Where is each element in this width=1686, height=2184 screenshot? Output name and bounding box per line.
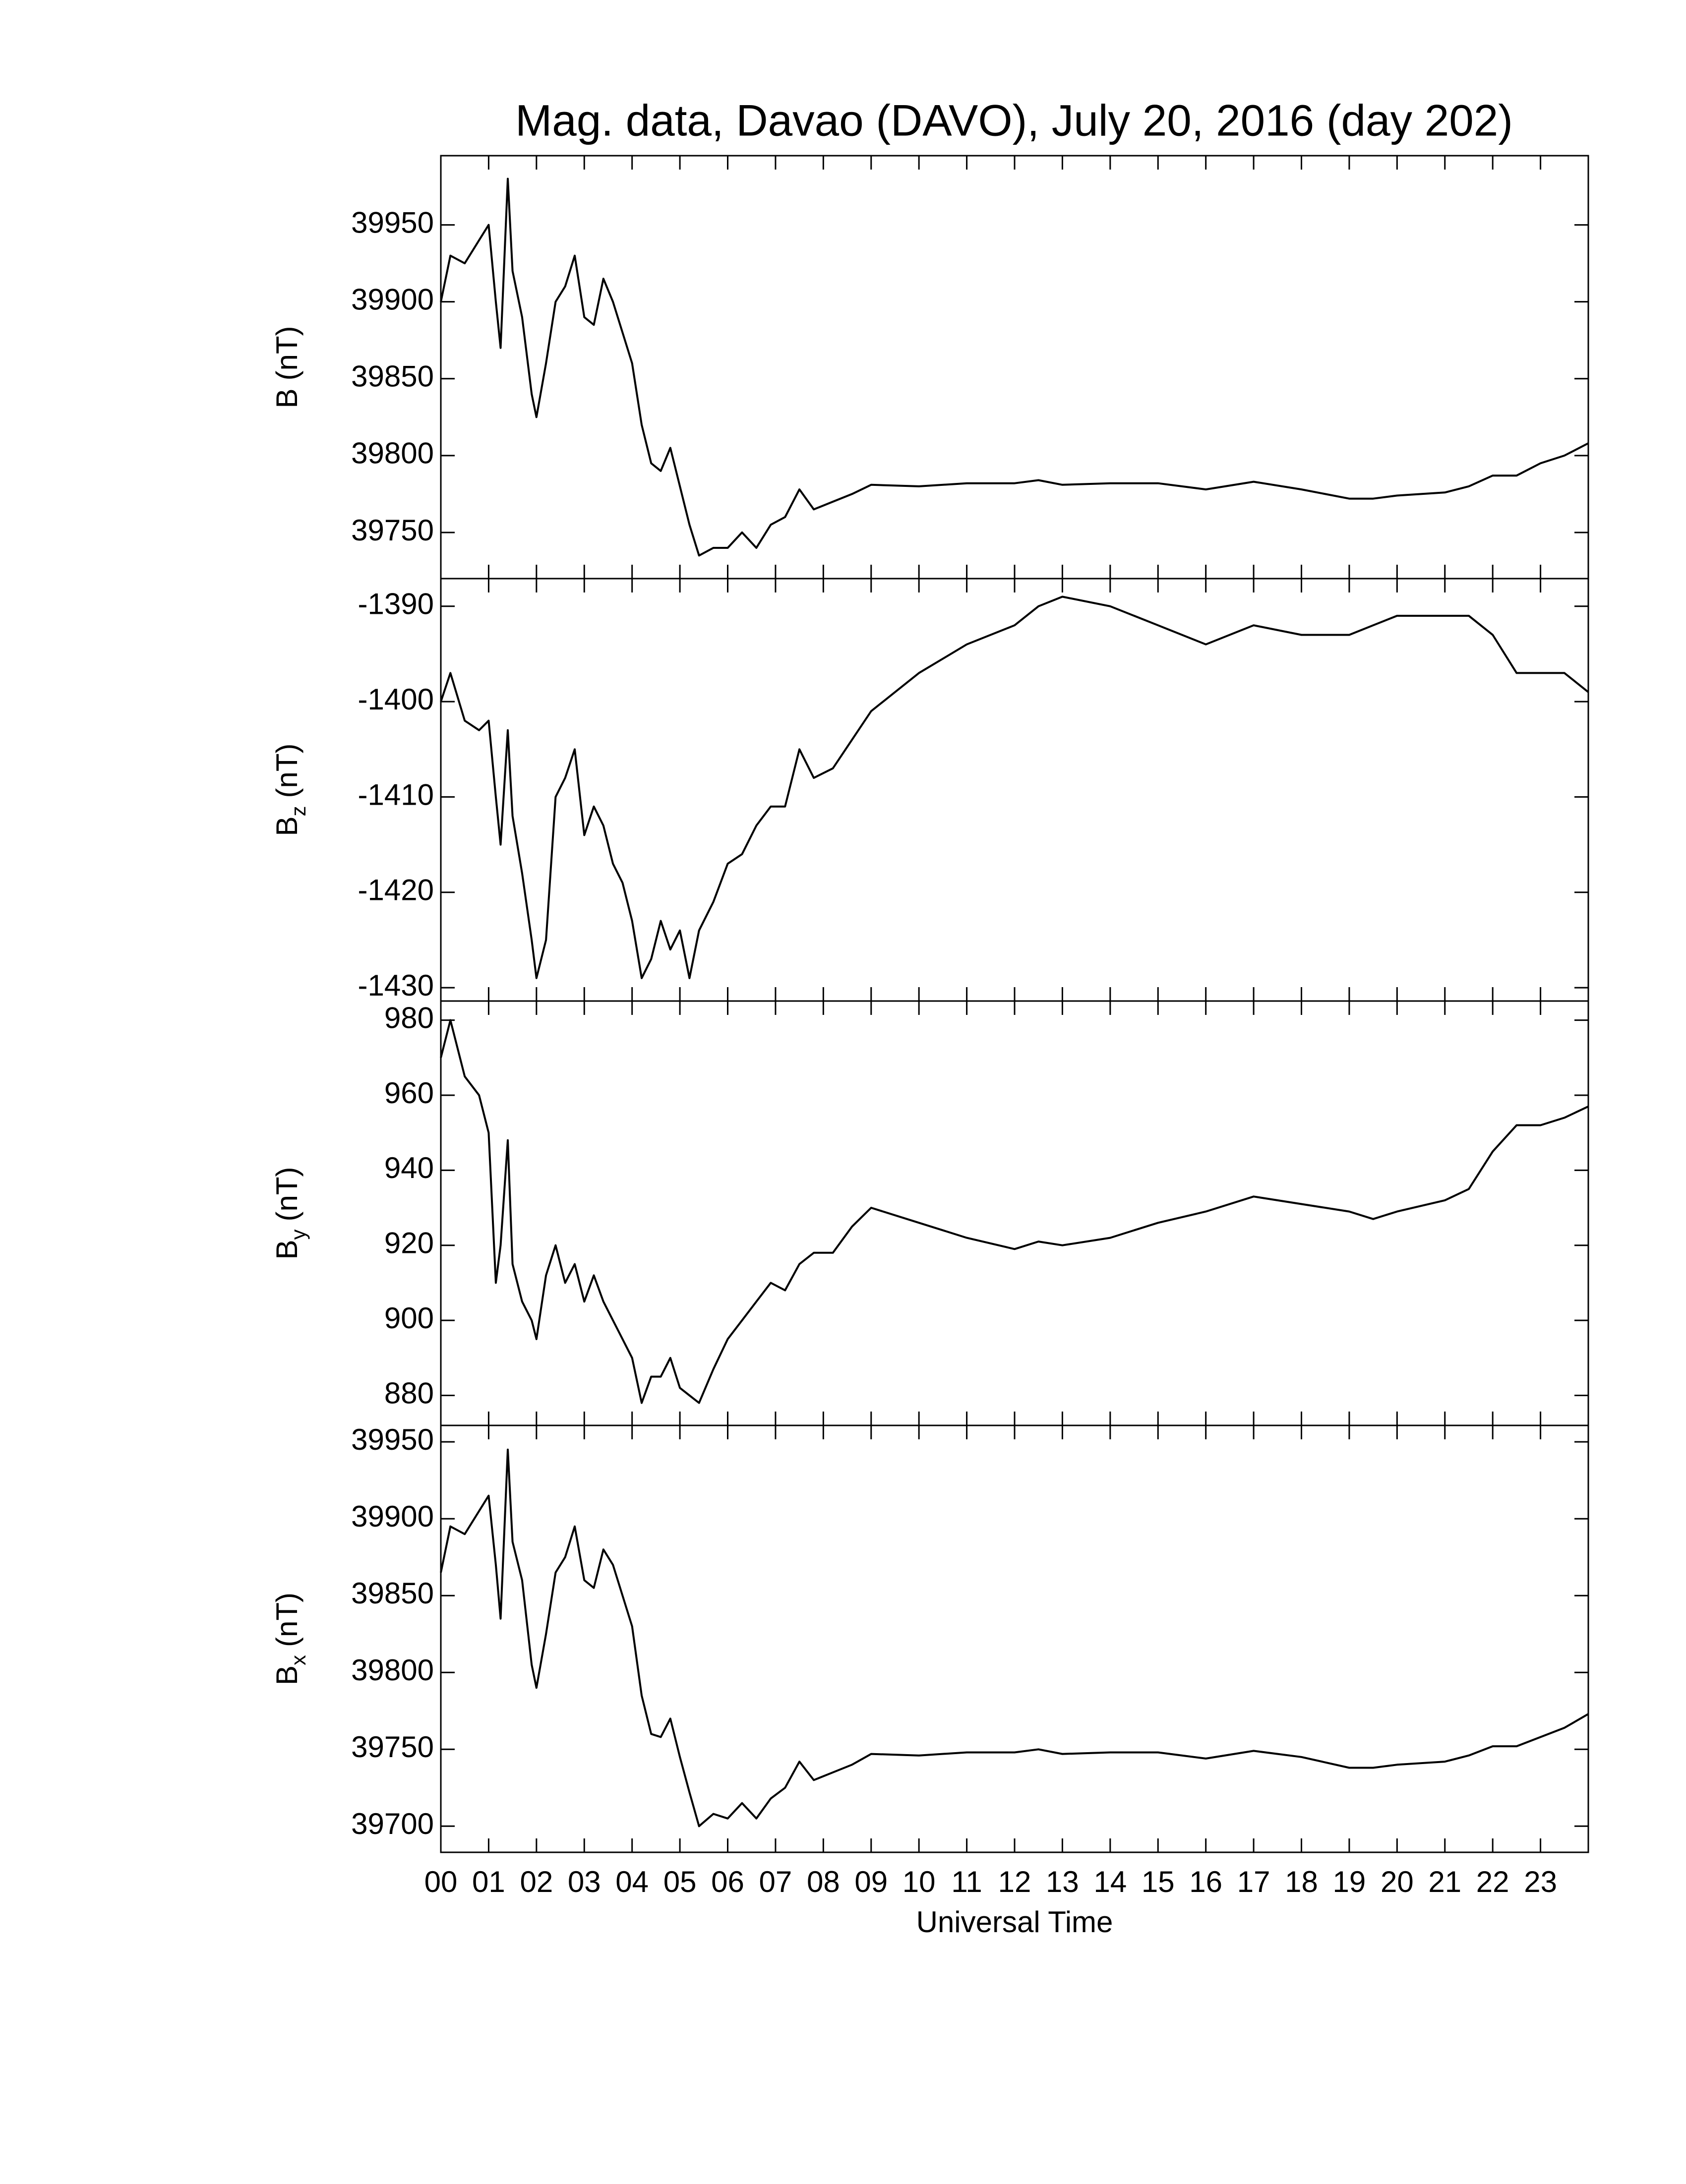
y-tick-label: 39950 xyxy=(351,206,434,239)
x-tick-label: 15 xyxy=(1142,1865,1175,1898)
y-axis-label-subscript: z xyxy=(287,806,310,816)
x-tick-label: 16 xyxy=(1189,1865,1222,1898)
y-tick-label: -1400 xyxy=(358,683,434,716)
x-tick-label: 17 xyxy=(1237,1865,1270,1898)
x-tick-label: 12 xyxy=(998,1865,1031,1898)
x-tick-label: 06 xyxy=(711,1865,744,1898)
y-axis-label: Bx (nT) xyxy=(270,1593,310,1685)
y-tick-label: -1410 xyxy=(358,778,434,811)
x-tick-label: 22 xyxy=(1476,1865,1509,1898)
x-tick-label: 08 xyxy=(807,1865,840,1898)
y-tick-label: -1390 xyxy=(358,588,434,621)
data-line xyxy=(440,1019,1589,1404)
y-tick-label: 39750 xyxy=(351,1730,434,1764)
x-tick-label: 18 xyxy=(1285,1865,1318,1898)
x-tick-label: 07 xyxy=(759,1865,792,1898)
x-tick-label: 09 xyxy=(854,1865,888,1898)
x-tick-label: 00 xyxy=(424,1865,458,1898)
y-tick-label: 960 xyxy=(384,1076,434,1110)
y-tick-label: 39700 xyxy=(351,1807,434,1840)
y-axis-label-symbol: B xyxy=(270,1240,303,1259)
y-tick-label: 39900 xyxy=(351,1500,434,1533)
y-tick-label: 39750 xyxy=(351,514,434,547)
y-axis-label-symbol: B xyxy=(270,388,303,408)
y-axis-label-subscript: y xyxy=(287,1229,310,1240)
x-tick-label: 05 xyxy=(663,1865,697,1898)
x-tick-label: 02 xyxy=(520,1865,553,1898)
y-tick-label: 39800 xyxy=(351,437,434,470)
x-tick-label: 01 xyxy=(472,1865,505,1898)
y-axis-label-symbol: B xyxy=(270,816,303,836)
y-tick-label: 980 xyxy=(384,1001,434,1034)
y-tick-label: 39850 xyxy=(351,360,434,393)
y-tick-label: 900 xyxy=(384,1301,434,1335)
y-axis-label-subscript: x xyxy=(287,1655,310,1665)
x-tick-label: 19 xyxy=(1333,1865,1366,1898)
chart-title: Mag. data, Davao (DAVO), July 20, 2016 (… xyxy=(515,96,1513,145)
x-tick-label: 13 xyxy=(1046,1865,1079,1898)
y-axis-label-unit: (nT) xyxy=(270,1593,303,1647)
data-line xyxy=(440,1448,1589,1828)
x-tick-label: 04 xyxy=(615,1865,649,1898)
x-tick-label: 10 xyxy=(903,1865,936,1898)
x-tick-label: 23 xyxy=(1524,1865,1557,1898)
x-tick-label: 14 xyxy=(1093,1865,1127,1898)
x-tick-label: 20 xyxy=(1381,1865,1414,1898)
x-tick-label: 03 xyxy=(568,1865,601,1898)
y-axis-label-unit: (nT) xyxy=(270,743,303,798)
y-tick-label: -1420 xyxy=(358,874,434,907)
y-tick-label: 39950 xyxy=(351,1423,434,1456)
y-axis-label: By (nT) xyxy=(270,1167,310,1259)
y-tick-label: 940 xyxy=(384,1151,434,1184)
x-axis-label: Universal Time xyxy=(916,1905,1113,1939)
y-axis-label: B (nT) xyxy=(270,326,303,408)
y-axis-label-symbol: B xyxy=(270,1665,303,1685)
x-tick-label: 11 xyxy=(951,1865,982,1898)
y-axis-label-unit: (nT) xyxy=(270,1167,303,1221)
y-tick-label: 39850 xyxy=(351,1577,434,1610)
data-line xyxy=(440,595,1589,979)
y-tick-label: 920 xyxy=(384,1227,434,1260)
x-tick-label: 21 xyxy=(1428,1865,1461,1898)
y-tick-label: 880 xyxy=(384,1376,434,1410)
y-tick-label: 39800 xyxy=(351,1653,434,1687)
y-axis-label: Bz (nT) xyxy=(270,743,310,836)
y-axis-label-unit: (nT) xyxy=(270,326,303,380)
y-tick-label: -1430 xyxy=(358,969,434,1002)
y-tick-label: 39900 xyxy=(351,283,434,316)
data-line xyxy=(440,177,1589,557)
